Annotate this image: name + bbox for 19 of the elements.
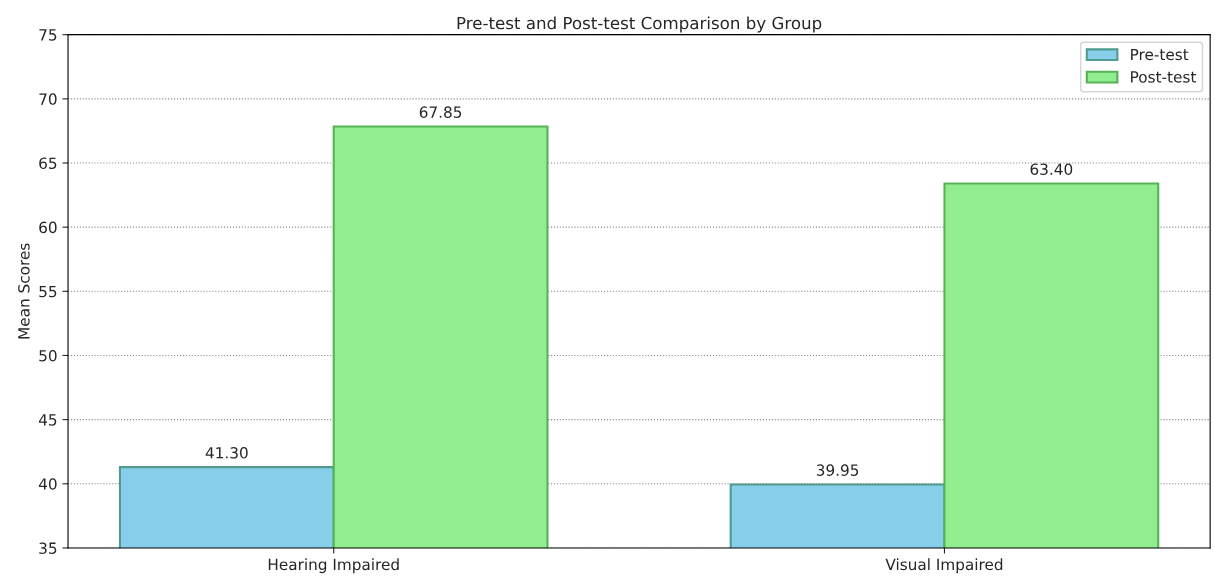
data-label: 67.85 xyxy=(419,106,462,118)
chart-title: Pre-test and Post-test Comparison by Group xyxy=(457,16,822,33)
legend-label: Post-test xyxy=(1131,71,1197,83)
y-tick-label: 70 xyxy=(39,93,57,105)
y-tick-label: 65 xyxy=(39,157,57,170)
y-tick-label: 75 xyxy=(39,29,57,41)
legend-label: Pre-test xyxy=(1131,48,1189,61)
data-label: 39.95 xyxy=(816,464,859,476)
y-tick-label: 35 xyxy=(39,542,57,554)
data-label: 63.40 xyxy=(1030,163,1073,176)
y-tick-label: 50 xyxy=(39,349,57,362)
y-tick-label: 60 xyxy=(39,221,57,234)
y-tick-label: 40 xyxy=(38,478,57,490)
x-tick-label: Visual Impaired xyxy=(885,558,1003,574)
y-tick-label: 55 xyxy=(39,285,57,298)
data-label: 41.30 xyxy=(205,447,248,459)
x-tick-label: Hearing Impaired xyxy=(268,558,399,574)
y-axis-title: Mean Scores xyxy=(18,243,30,339)
y-tick-label: 45 xyxy=(38,414,57,426)
